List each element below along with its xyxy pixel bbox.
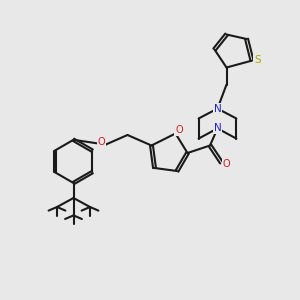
- Text: O: O: [223, 159, 230, 169]
- Text: O: O: [175, 125, 183, 135]
- Text: O: O: [98, 137, 105, 147]
- Text: S: S: [254, 55, 261, 65]
- Text: N: N: [214, 103, 221, 114]
- Text: N: N: [214, 123, 221, 134]
